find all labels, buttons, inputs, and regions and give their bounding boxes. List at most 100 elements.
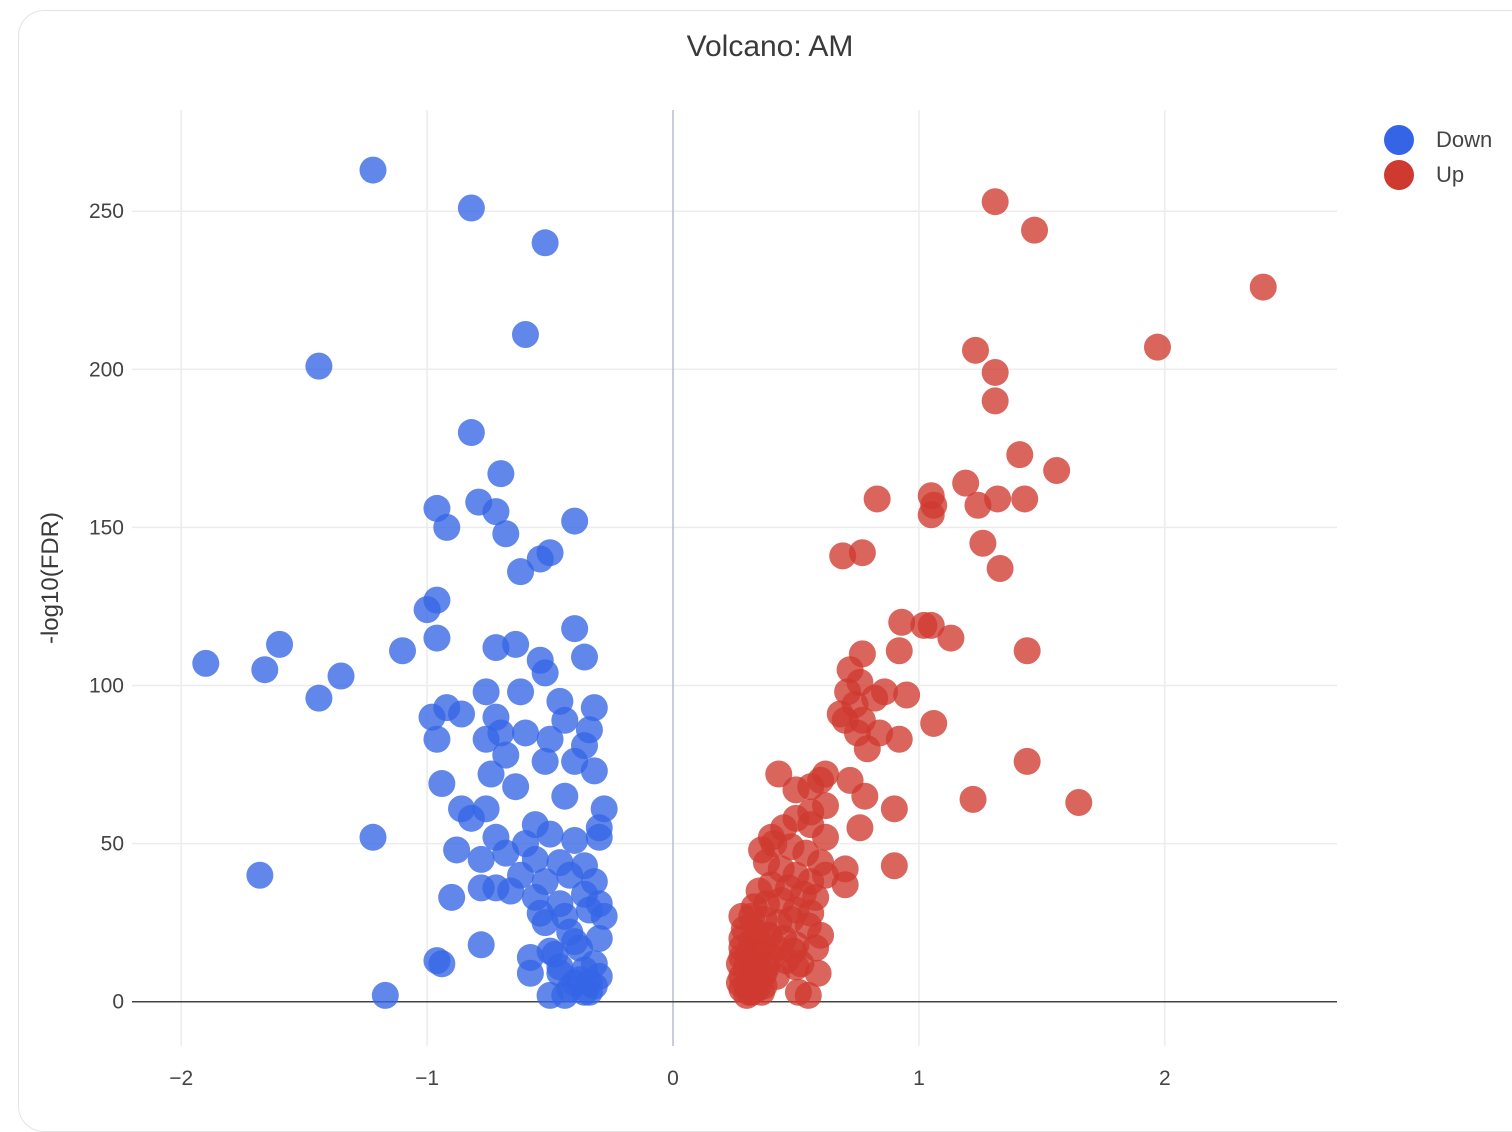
data-point-up[interactable] (782, 953, 810, 981)
data-point-up[interactable] (853, 735, 881, 763)
data-point-down[interactable] (511, 719, 539, 747)
data-point-down[interactable] (423, 624, 451, 652)
data-point-down[interactable] (467, 874, 495, 902)
data-point-down[interactable] (492, 839, 520, 867)
data-point-up[interactable] (1013, 637, 1041, 665)
data-point-down[interactable] (507, 558, 535, 586)
data-point-down[interactable] (585, 823, 613, 851)
data-point-up[interactable] (735, 972, 763, 1000)
data-point-up[interactable] (1249, 273, 1277, 301)
data-point-down[interactable] (327, 662, 355, 690)
data-point-up[interactable] (969, 529, 997, 557)
data-point-up[interactable] (804, 959, 832, 987)
data-point-up[interactable] (811, 823, 839, 851)
data-point-down[interactable] (536, 539, 564, 567)
data-point-down[interactable] (482, 498, 510, 526)
data-point-down[interactable] (502, 630, 530, 658)
data-point-up[interactable] (851, 782, 879, 810)
data-point-down[interactable] (359, 823, 387, 851)
data-point-up[interactable] (831, 871, 859, 899)
data-point-down[interactable] (575, 978, 603, 1006)
data-point-down[interactable] (371, 981, 399, 1009)
data-point-up[interactable] (846, 814, 874, 842)
data-point-down[interactable] (467, 845, 495, 873)
data-point-down[interactable] (492, 520, 520, 548)
data-point-up[interactable] (952, 469, 980, 497)
data-point-down[interactable] (561, 507, 589, 535)
data-point-up[interactable] (917, 501, 945, 529)
data-point-up[interactable] (880, 852, 908, 880)
data-point-down[interactable] (497, 877, 525, 905)
data-point-up[interactable] (962, 336, 989, 364)
data-point-down[interactable] (531, 229, 559, 257)
data-point-down[interactable] (531, 659, 559, 687)
data-point-down[interactable] (457, 804, 485, 832)
data-point-down[interactable] (413, 596, 441, 624)
data-point-up[interactable] (797, 773, 825, 801)
data-point-up[interactable] (893, 681, 921, 709)
data-point-up[interactable] (1021, 216, 1049, 244)
data-point-down[interactable] (428, 770, 456, 798)
data-point-down[interactable] (305, 352, 333, 380)
data-point-up[interactable] (885, 637, 913, 665)
data-point-down[interactable] (516, 959, 544, 987)
data-point-up[interactable] (863, 485, 891, 513)
data-point-up[interactable] (959, 785, 987, 813)
data-point-down[interactable] (561, 826, 589, 854)
data-point-down[interactable] (359, 156, 387, 184)
data-point-down[interactable] (438, 883, 466, 911)
data-point-down[interactable] (457, 419, 485, 447)
data-point-down[interactable] (536, 725, 564, 753)
data-point-up[interactable] (920, 709, 948, 737)
data-point-up[interactable] (880, 795, 908, 823)
data-point-down[interactable] (536, 820, 564, 848)
data-point-up[interactable] (1011, 485, 1039, 513)
data-point-up[interactable] (765, 760, 793, 788)
data-point-down[interactable] (580, 757, 608, 785)
data-point-down[interactable] (433, 513, 461, 541)
data-point-down[interactable] (477, 760, 505, 788)
data-point-down[interactable] (192, 649, 220, 677)
data-point-down[interactable] (511, 321, 539, 349)
data-point-down[interactable] (551, 981, 579, 1009)
data-point-down[interactable] (467, 931, 495, 959)
legend-item-up[interactable]: Up (1384, 157, 1492, 192)
data-point-down[interactable] (580, 694, 608, 722)
data-point-down[interactable] (428, 950, 456, 978)
data-point-down[interactable] (570, 643, 598, 671)
data-point-up[interactable] (1013, 747, 1041, 775)
data-point-down[interactable] (551, 706, 579, 734)
volcano-plot[interactable]: 0 50 100 150 200 250 −2 −1 0 1 2 -log10(FDR) (0, 0, 1512, 1102)
data-point-up[interactable] (937, 624, 965, 652)
data-point-up[interactable] (964, 491, 992, 519)
data-point-down[interactable] (246, 861, 274, 889)
data-point-down[interactable] (423, 725, 451, 753)
data-point-up[interactable] (829, 542, 857, 570)
data-point-down[interactable] (305, 684, 333, 712)
data-point-down[interactable] (531, 747, 559, 775)
data-point-down[interactable] (251, 656, 279, 684)
data-point-down[interactable] (590, 902, 618, 930)
data-point-up[interactable] (1065, 789, 1093, 817)
data-point-down[interactable] (266, 630, 294, 658)
data-point-up[interactable] (981, 188, 1009, 216)
data-point-down[interactable] (448, 700, 476, 728)
data-point-down[interactable] (487, 460, 515, 488)
data-point-down[interactable] (502, 773, 530, 801)
data-point-down[interactable] (472, 678, 500, 706)
data-point-up[interactable] (986, 555, 1014, 583)
data-point-down[interactable] (492, 741, 520, 769)
data-point-up[interactable] (1043, 456, 1071, 484)
data-point-up[interactable] (885, 725, 913, 753)
data-point-down[interactable] (389, 637, 417, 665)
legend-item-down[interactable]: Down (1384, 122, 1492, 157)
data-point-up[interactable] (981, 358, 1009, 386)
data-point-up[interactable] (917, 611, 945, 639)
data-point-down[interactable] (551, 782, 579, 810)
data-point-down[interactable] (556, 861, 584, 889)
data-point-down[interactable] (418, 703, 446, 731)
data-point-up[interactable] (981, 387, 1009, 415)
data-point-up[interactable] (1143, 333, 1171, 361)
data-point-down[interactable] (443, 836, 471, 864)
data-point-up[interactable] (1006, 441, 1034, 469)
